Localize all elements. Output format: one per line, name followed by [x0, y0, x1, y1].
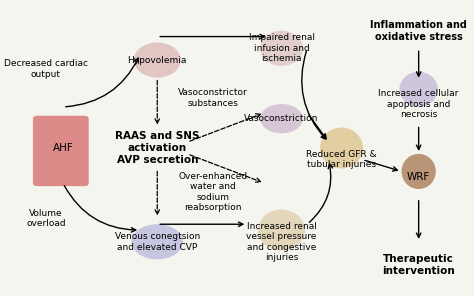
Ellipse shape — [260, 104, 303, 133]
Ellipse shape — [132, 224, 183, 259]
Ellipse shape — [260, 31, 303, 66]
Ellipse shape — [134, 42, 181, 78]
Text: Vasoconstrictor
substances: Vasoconstrictor substances — [178, 89, 248, 108]
Text: Vasoconstriction: Vasoconstriction — [244, 114, 319, 123]
Text: Inflammation and
oxidative stress: Inflammation and oxidative stress — [370, 20, 467, 41]
Ellipse shape — [320, 128, 363, 168]
Text: Increased renal
vessel pressure
and congestive
injuries: Increased renal vessel pressure and cong… — [246, 222, 317, 262]
Ellipse shape — [258, 210, 305, 251]
Ellipse shape — [401, 154, 436, 189]
Text: RAAS and SNS
activation
AVP secretion: RAAS and SNS activation AVP secretion — [115, 131, 200, 165]
Text: Reduced GFR &
tubular injuries: Reduced GFR & tubular injuries — [306, 150, 377, 169]
Text: Hypovolemia: Hypovolemia — [128, 56, 187, 65]
Text: Impaired renal
infusion and
ischemia: Impaired renal infusion and ischemia — [248, 33, 315, 63]
Text: Volume
overload: Volume overload — [26, 209, 65, 228]
Text: AHF: AHF — [53, 143, 73, 153]
Text: Over-enhanced
water and
sodium
reabsorption: Over-enhanced water and sodium reabsorpt… — [178, 172, 247, 212]
Text: Decreased cardiac
output: Decreased cardiac output — [4, 59, 88, 78]
FancyBboxPatch shape — [33, 116, 89, 186]
Ellipse shape — [400, 72, 438, 107]
Text: Increased cellular
apoptosis and
necrosis: Increased cellular apoptosis and necrosi… — [378, 89, 459, 119]
Text: WRF: WRF — [407, 172, 430, 182]
Text: Venous conegtsion
and elevated CVP: Venous conegtsion and elevated CVP — [115, 232, 200, 252]
Text: Therapeutic
intervention: Therapeutic intervention — [383, 255, 455, 276]
